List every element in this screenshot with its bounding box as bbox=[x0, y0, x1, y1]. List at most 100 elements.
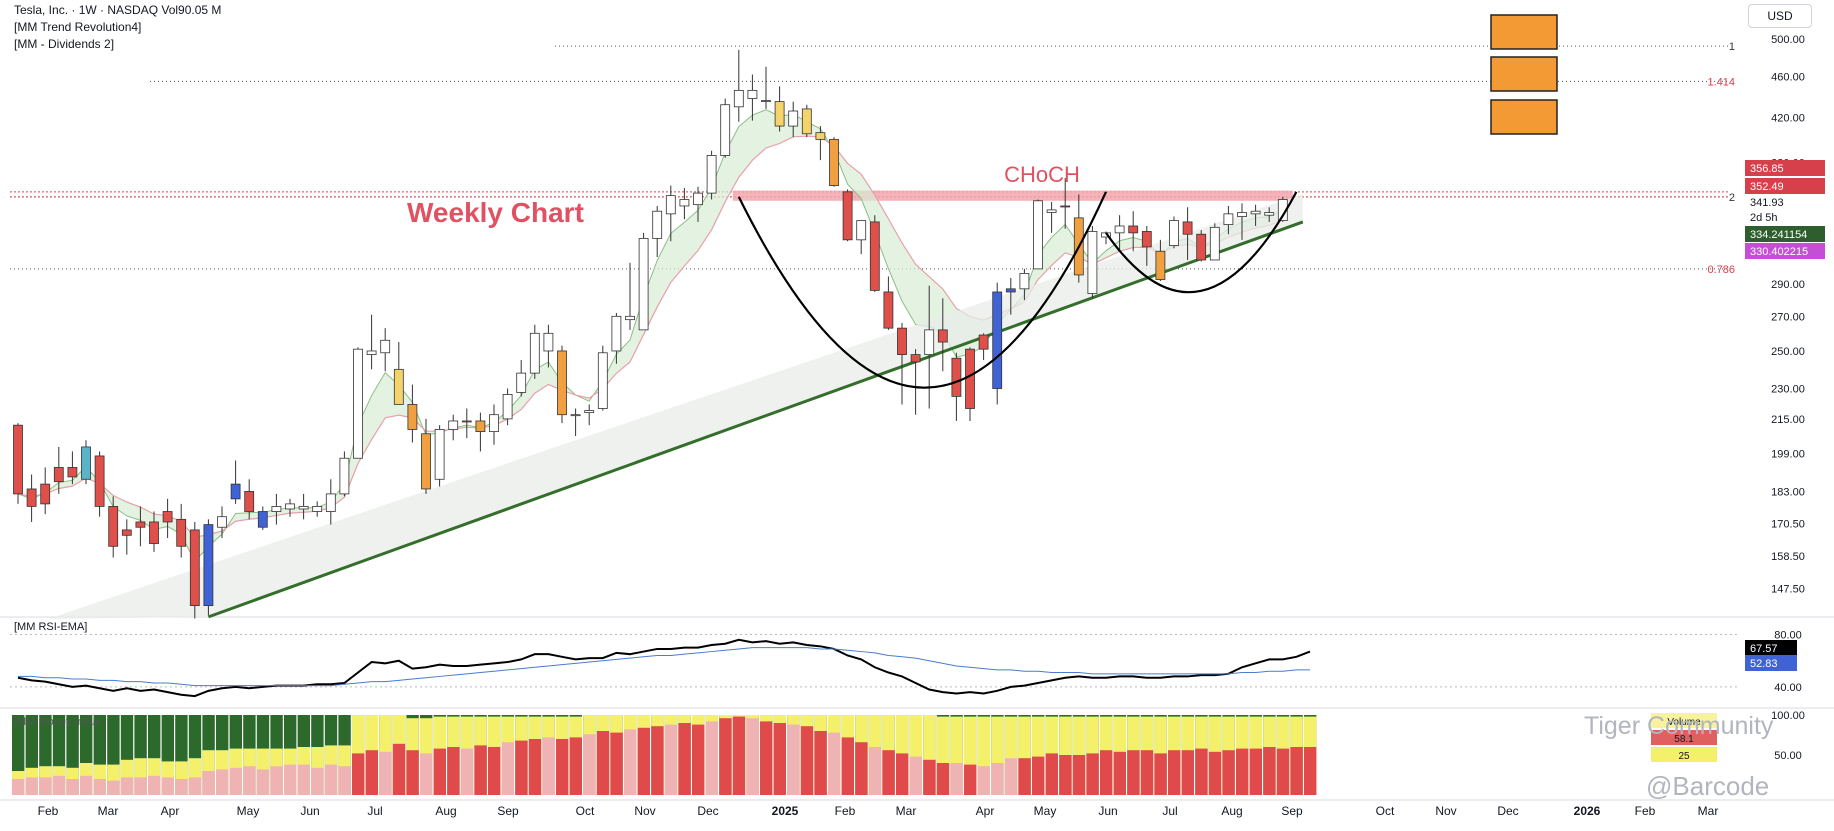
indicator-label-dividends[interactable]: [MM - Dividends 2] bbox=[14, 37, 115, 51]
rsi-pane-label[interactable]: [MM RSI-EMA] bbox=[14, 621, 88, 633]
candle-body bbox=[910, 354, 921, 363]
candle-body bbox=[121, 529, 132, 536]
rsi-ema-line bbox=[18, 647, 1310, 687]
mf-bar-red bbox=[882, 750, 895, 795]
mf-bar-red bbox=[1086, 753, 1099, 795]
mf-bar-red bbox=[977, 766, 990, 795]
mf-bar-red bbox=[719, 718, 732, 795]
x-tick-label: 2026 bbox=[1574, 804, 1601, 818]
y-tick-label: 170.50 bbox=[1771, 518, 1805, 530]
rsi-line bbox=[17, 638, 1311, 698]
candle-body bbox=[733, 89, 744, 108]
x-tick-label: Dec bbox=[1497, 804, 1518, 818]
handle-curve bbox=[1105, 191, 1298, 294]
mf-bar-red bbox=[1100, 750, 1113, 795]
mf-bar-red bbox=[488, 747, 501, 795]
candle-body bbox=[162, 511, 173, 523]
indicator-label-trend[interactable]: [MM Trend Revolution4] bbox=[14, 20, 142, 34]
mf-bar-red bbox=[188, 777, 202, 795]
trendline-band bbox=[48, 193, 1303, 619]
candle-body bbox=[1196, 233, 1207, 261]
x-tick-label: Jul bbox=[1162, 804, 1177, 818]
x-tick-label: Oct bbox=[576, 804, 595, 818]
candle-body bbox=[1250, 210, 1261, 215]
mf-bar-red bbox=[909, 756, 922, 795]
candle-body bbox=[94, 455, 105, 507]
mf-bar-red bbox=[800, 726, 814, 795]
mf-legend-text: 58.1 bbox=[1674, 734, 1694, 745]
y-tick-label: 158.50 bbox=[1771, 551, 1805, 563]
candle-body bbox=[570, 414, 581, 417]
mf-bar-red bbox=[705, 721, 718, 795]
mf-bar-red bbox=[1290, 747, 1303, 795]
mf-tick-label: 50.00 bbox=[1774, 750, 1802, 762]
ema-ribbon bbox=[18, 109, 1283, 562]
y-tick-label: 199.00 bbox=[1771, 449, 1805, 461]
mf-bar-red bbox=[1236, 748, 1249, 795]
symbol-line[interactable]: Tesla, Inc. · 1W · NASDAQ Vol90.05 M bbox=[14, 3, 222, 17]
candle-body bbox=[625, 315, 635, 321]
price-badge-text: 330.402215 bbox=[1750, 246, 1808, 258]
mf-bar-red bbox=[148, 775, 161, 795]
mf-bar-red bbox=[542, 737, 555, 795]
mf-bar-red bbox=[923, 759, 936, 795]
candle-body bbox=[421, 433, 431, 490]
candle-body bbox=[516, 372, 527, 393]
candle-body bbox=[951, 357, 962, 397]
candle-body bbox=[557, 350, 567, 416]
price-badge-text: 352.49 bbox=[1750, 181, 1784, 193]
mf-bar-red bbox=[392, 743, 406, 795]
fib-label: 0.786 bbox=[1707, 264, 1735, 276]
mf-bar-red bbox=[447, 747, 460, 795]
chart-title: Weekly Chart bbox=[407, 197, 584, 228]
candle-body bbox=[393, 368, 404, 405]
price-badge-text: 334.241154 bbox=[1750, 229, 1807, 241]
mf-bar-red bbox=[12, 779, 25, 795]
candle-body bbox=[788, 110, 799, 127]
mf-bar-red bbox=[637, 727, 650, 795]
mf-bar-red bbox=[1045, 753, 1058, 795]
mf-bar-red bbox=[52, 775, 66, 795]
mf-bar-red bbox=[760, 721, 773, 795]
mf-legend-chip bbox=[1651, 713, 1717, 728]
candle-body bbox=[1033, 200, 1043, 270]
fib-label: 2 bbox=[1729, 192, 1735, 204]
mf-bar-red bbox=[841, 737, 854, 795]
candle-body bbox=[1019, 273, 1030, 290]
mf-bar-red bbox=[66, 779, 79, 795]
candle-body bbox=[1237, 212, 1247, 217]
cup-curve bbox=[737, 191, 1108, 389]
mf-bar-red bbox=[120, 777, 134, 795]
candle-body bbox=[257, 511, 268, 528]
candle-body bbox=[897, 327, 907, 355]
candle-body bbox=[652, 210, 663, 239]
mf-bar-red bbox=[1208, 751, 1222, 795]
mf-bar-red bbox=[868, 747, 882, 795]
y-tick-label: 147.50 bbox=[1771, 584, 1805, 596]
candle-body bbox=[285, 503, 295, 510]
candle-body bbox=[271, 506, 282, 512]
candle-body bbox=[693, 192, 703, 206]
y-tick-label: 290.00 bbox=[1771, 279, 1805, 291]
candle-body bbox=[53, 467, 64, 483]
price-badge bbox=[1745, 178, 1825, 194]
x-tick-label: Sep bbox=[1281, 804, 1303, 818]
mf-bar-red bbox=[964, 764, 977, 795]
mf-bar-red bbox=[515, 740, 528, 795]
mf-bar-red bbox=[787, 724, 800, 795]
candle-body bbox=[720, 104, 731, 156]
mf-bar-red bbox=[1249, 748, 1262, 795]
candle-body bbox=[67, 467, 78, 478]
mf-bar-red bbox=[678, 723, 691, 795]
money-influx-label[interactable]: [MM Money Influx bbox=[14, 716, 101, 728]
mf-bar-red bbox=[528, 739, 542, 795]
trendline bbox=[207, 220, 1304, 619]
currency-button[interactable]: USD bbox=[1748, 4, 1812, 28]
mf-bar-red bbox=[1222, 750, 1235, 795]
candle-body bbox=[380, 339, 391, 354]
candle-body bbox=[40, 483, 51, 505]
price-badge bbox=[1745, 209, 1825, 225]
mf-bar-red bbox=[556, 739, 569, 795]
candle-body bbox=[965, 348, 975, 409]
